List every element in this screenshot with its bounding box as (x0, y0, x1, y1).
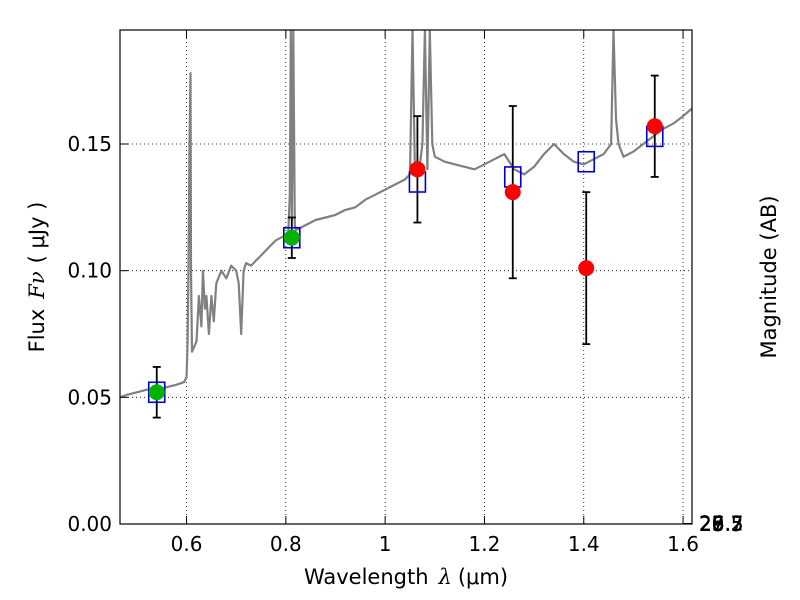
y2-axis-label: Magnitude (AB) (757, 195, 781, 358)
y-tick-label: 0.00 (67, 512, 112, 536)
y-axis-label: FluxFν( μJy ) (25, 202, 49, 353)
bandpass-box (577, 150, 596, 173)
mag-tick-label: 25.7 (699, 512, 744, 536)
red-data-point (409, 161, 426, 178)
plot-frame (119, 29, 693, 525)
model-sed-line (120, 30, 692, 399)
y-tick-label: 0.05 (67, 385, 112, 409)
mag-tick-label: 28 (699, 512, 724, 536)
green-data-point (283, 229, 300, 246)
observed-points (148, 118, 663, 401)
red-data-point (578, 260, 595, 277)
x-tick-label: 1.2 (469, 532, 501, 556)
x-tick-label: 0.6 (171, 532, 203, 556)
y-tick-label: 0.10 (67, 259, 112, 283)
x-axis-ticks: 0.6 0.8 1 1.2 1.4 1.6 (171, 30, 699, 556)
y-axis-ticks: 0.00 0.05 0.10 0.15 (67, 132, 128, 536)
x-axis-label: Wavelength λ (μm) (304, 565, 508, 589)
red-data-point (646, 118, 663, 135)
red-data-point (504, 184, 521, 201)
mag-tick-label: 29 (699, 512, 724, 536)
mag-tick-label: 26 (699, 512, 724, 536)
y-tick-label: 0.15 (67, 132, 112, 156)
mag-tick-label: 27 (699, 512, 724, 536)
x-tick-label: 1.4 (568, 532, 600, 556)
x-tick-label: 1 (379, 532, 392, 556)
mag-tick-label: 26.2 (699, 512, 744, 536)
plot-background (120, 30, 692, 524)
grid (120, 30, 692, 524)
x-tick-label: 0.8 (270, 532, 302, 556)
green-data-point (148, 384, 165, 401)
x-tick-label: 1.6 (667, 532, 699, 556)
mag-tick-label: 26.5 (699, 512, 744, 536)
mag-tick-label: 27.5 (699, 512, 744, 536)
